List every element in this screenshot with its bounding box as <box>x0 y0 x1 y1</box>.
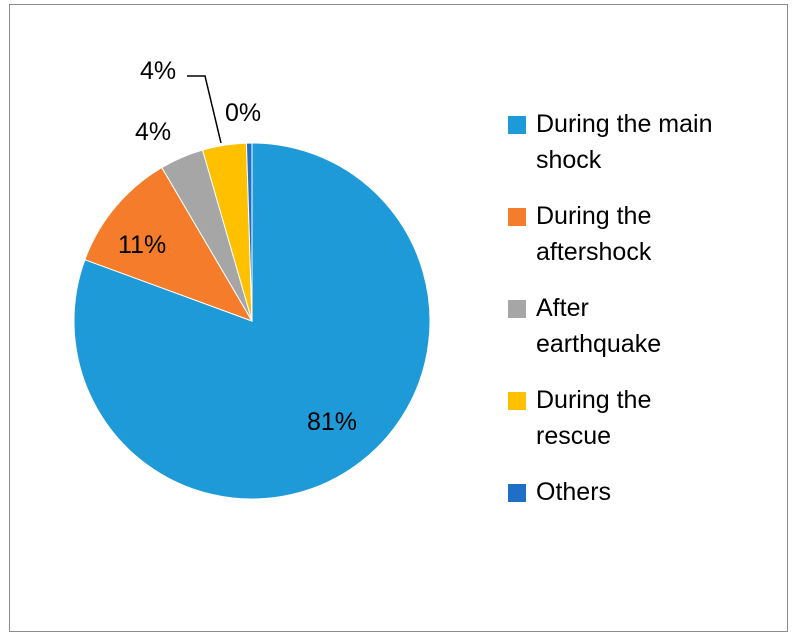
legend-label-line-2: rescue <box>536 422 612 450</box>
legend-swatch <box>508 116 526 134</box>
legend-item-main-shock: During the main shock <box>506 106 776 178</box>
legend-label-line-1: Others <box>536 478 612 506</box>
legend-label-line-1: During the main <box>536 110 713 138</box>
legend-item-others: Others <box>506 474 776 510</box>
pie-slice-during-the-aftershock <box>84 166 254 322</box>
legend-item-after-earthquake: After earthquake <box>506 290 776 362</box>
data-label-rescue: 4% <box>140 57 176 85</box>
legend-label-line-2: aftershock <box>536 238 652 266</box>
legend-swatch <box>508 208 526 226</box>
data-label-after-earthquake: 4% <box>135 118 171 146</box>
legend-swatch <box>508 300 526 318</box>
data-label-aftershock: 11% <box>118 231 166 259</box>
legend-label-line-1: During the <box>536 386 652 414</box>
legend-item-rescue: During the rescue <box>506 382 776 454</box>
legend-swatch <box>508 392 526 410</box>
data-label-others: 0% <box>225 99 261 127</box>
legend-label-line-2: earthquake <box>536 330 662 358</box>
legend-item-aftershock: During the aftershock <box>506 198 776 270</box>
legend-label-line-2: shock <box>536 146 602 174</box>
pie-slice-others <box>245 142 253 322</box>
data-label-main-shock: 81% <box>307 408 357 436</box>
legend: During the main shock During the aftersh… <box>506 106 776 530</box>
leader-line-rescue <box>187 75 222 144</box>
legend-label-line-1: During the <box>536 202 652 230</box>
legend-label-line-1: After <box>536 294 589 322</box>
legend-swatch <box>508 484 526 502</box>
